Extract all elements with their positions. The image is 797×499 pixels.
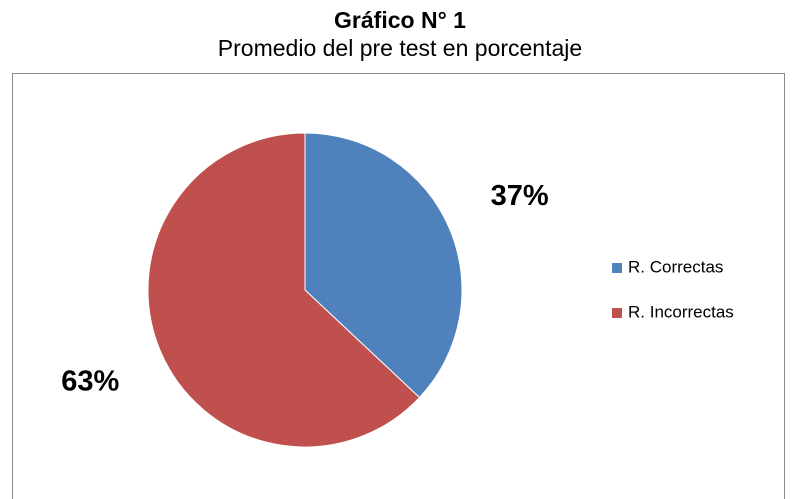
legend-swatch <box>612 308 622 318</box>
legend-swatch <box>612 263 622 273</box>
chart-title: Gráfico N° 1 <box>334 7 466 33</box>
pie-slice <box>304 132 463 399</box>
data-label: 63% <box>61 366 119 398</box>
pie-slice <box>147 132 421 448</box>
legend-label: R. Incorrectas <box>628 302 734 321</box>
data-label: 37% <box>491 180 549 212</box>
chart-subtitle: Promedio del pre test en porcentaje <box>218 35 582 61</box>
legend-label: R. Correctas <box>628 257 723 276</box>
